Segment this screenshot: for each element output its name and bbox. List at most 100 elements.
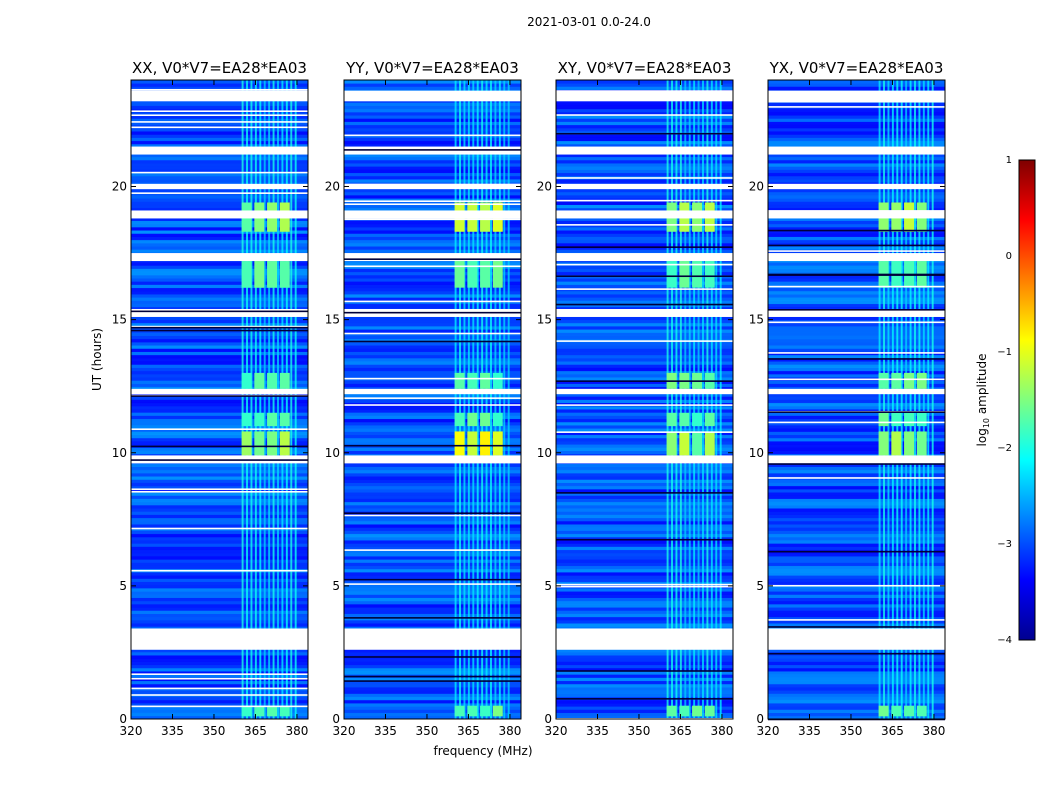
- panel-xy: XY, V0*V7=EA28*EA03 320 335 350 365 380 0 5 10 15…: [537, 59, 734, 738]
- time-row: [131, 169, 308, 174]
- time-row: [131, 437, 308, 442]
- flag-line: [556, 583, 733, 586]
- flag-line: [344, 397, 521, 399]
- time-row: [556, 393, 733, 397]
- flag-line: [556, 275, 733, 278]
- time-row: [768, 680, 945, 685]
- time-row: [131, 683, 308, 688]
- flag-line: [131, 326, 308, 329]
- rfi-burst: [492, 705, 503, 717]
- time-row: [556, 115, 733, 119]
- time-row: [556, 543, 733, 547]
- rfi-burst: [267, 412, 278, 427]
- time-row: [131, 696, 308, 701]
- time-row: [556, 306, 733, 311]
- flag-line: [768, 352, 945, 354]
- time-row: [344, 556, 521, 560]
- time-row: [556, 399, 733, 404]
- time-row: [344, 690, 521, 694]
- time-row: [768, 524, 945, 528]
- time-row: [768, 233, 945, 237]
- time-row: [131, 402, 308, 407]
- rfi-burst: [904, 431, 915, 456]
- time-row: [344, 428, 521, 432]
- time-row: [131, 549, 308, 554]
- rfi-channel: [272, 80, 275, 719]
- rfi-burst: [916, 372, 927, 389]
- time-row: [344, 597, 521, 602]
- flag-line: [344, 218, 521, 221]
- time-row: [344, 463, 521, 467]
- flagged-interval: [344, 253, 521, 262]
- time-row: [768, 281, 945, 285]
- flag-line: [768, 411, 945, 413]
- flag-line: [131, 121, 308, 123]
- time-row: [556, 201, 733, 206]
- time-row: [556, 140, 733, 145]
- rfi-burst: [279, 372, 290, 389]
- time-row: [131, 175, 308, 180]
- time-row: [556, 565, 733, 570]
- rfi-channel: [454, 80, 457, 719]
- rfi-burst: [878, 372, 889, 389]
- time-row: [768, 361, 945, 365]
- time-row: [768, 121, 945, 126]
- rfi-channel: [494, 80, 497, 719]
- rfi-burst: [679, 412, 690, 427]
- time-row: [556, 501, 733, 506]
- y-tick-label: 15: [749, 313, 764, 327]
- time-row: [556, 297, 733, 301]
- time-row: [344, 102, 521, 106]
- time-row: [556, 616, 733, 621]
- flagged-interval: [344, 455, 521, 464]
- time-row: [556, 466, 733, 471]
- time-row: [344, 434, 521, 439]
- time-row: [768, 664, 945, 669]
- flag-line: [344, 512, 521, 515]
- time-row: [768, 226, 945, 231]
- flag-line: [768, 652, 945, 655]
- rfi-channel: [702, 80, 704, 719]
- time-row: [344, 335, 521, 340]
- time-row: [768, 143, 945, 148]
- rfi-channel: [459, 80, 461, 719]
- time-row: [131, 246, 308, 250]
- rfi-burst: [891, 372, 902, 389]
- time-row: [131, 562, 308, 567]
- flag-line: [768, 477, 945, 479]
- time-row: [344, 326, 521, 330]
- rfi-burst: [492, 412, 503, 427]
- time-row: [131, 556, 308, 560]
- flag-line: [131, 110, 308, 113]
- time-row: [556, 226, 733, 231]
- time-row: [344, 354, 521, 359]
- time-row: [131, 370, 308, 375]
- time-row: [131, 198, 308, 202]
- time-row: [131, 495, 308, 499]
- time-row: [768, 572, 945, 576]
- flagged-interval: [131, 210, 308, 219]
- time-row: [131, 163, 308, 167]
- rfi-channel: [710, 80, 713, 719]
- flag-line: [344, 200, 521, 203]
- time-row: [131, 520, 308, 525]
- time-row: [768, 581, 945, 586]
- flag-line: [768, 244, 945, 247]
- time-row: [344, 600, 521, 605]
- time-row: [768, 447, 945, 452]
- rfi-burst: [692, 431, 703, 456]
- time-row: [131, 431, 308, 436]
- time-row: [344, 520, 521, 525]
- time-row: [556, 559, 733, 563]
- flag-line: [556, 303, 733, 306]
- rfi-channel: [675, 80, 678, 719]
- time-row: [768, 306, 945, 311]
- time-row: [768, 712, 945, 717]
- flag-line: [556, 670, 733, 672]
- time-row: [131, 134, 308, 138]
- flagged-interval: [131, 183, 308, 190]
- time-row: [556, 428, 733, 432]
- time-row: [344, 549, 521, 554]
- time-row: [131, 265, 308, 269]
- time-row: [556, 351, 733, 356]
